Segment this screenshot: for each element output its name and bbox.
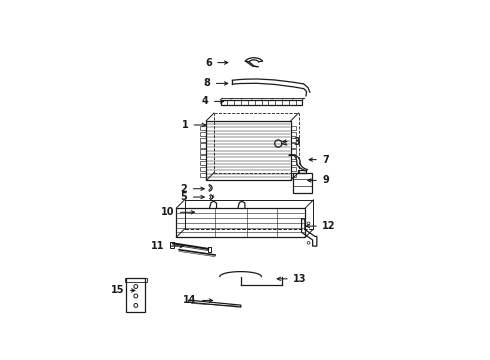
Bar	[200, 143, 206, 148]
Bar	[200, 126, 206, 130]
Text: 4: 4	[202, 96, 208, 107]
Bar	[200, 149, 206, 154]
Bar	[200, 161, 206, 165]
Text: 9: 9	[322, 175, 329, 185]
Bar	[208, 247, 211, 252]
Text: 11: 11	[151, 241, 165, 251]
Bar	[170, 242, 174, 248]
Bar	[200, 132, 206, 136]
Bar	[291, 167, 296, 171]
Bar	[291, 126, 296, 130]
Text: 2: 2	[181, 184, 187, 194]
Bar	[200, 173, 206, 177]
Text: 5: 5	[181, 192, 187, 202]
Bar	[200, 155, 206, 159]
Bar	[176, 208, 305, 237]
Bar	[126, 278, 145, 311]
Bar	[293, 174, 312, 193]
Text: 12: 12	[322, 221, 336, 231]
Text: 3: 3	[293, 136, 300, 147]
Bar	[291, 149, 296, 154]
Bar	[291, 143, 296, 148]
Bar	[291, 173, 296, 177]
Text: 15: 15	[111, 285, 124, 296]
Text: 8: 8	[203, 78, 210, 89]
Text: 10: 10	[161, 207, 174, 217]
Text: 1: 1	[181, 120, 188, 130]
Bar	[200, 138, 206, 142]
Bar	[291, 138, 296, 142]
Bar	[298, 171, 305, 174]
Bar	[291, 161, 296, 165]
Bar	[291, 132, 296, 136]
Text: 6: 6	[205, 58, 212, 68]
Text: 14: 14	[183, 296, 196, 305]
Text: 13: 13	[293, 274, 307, 284]
Text: 7: 7	[322, 155, 329, 165]
Bar	[125, 278, 147, 282]
Bar	[200, 167, 206, 171]
Bar	[220, 100, 302, 105]
Bar	[206, 121, 291, 180]
Bar	[291, 155, 296, 159]
